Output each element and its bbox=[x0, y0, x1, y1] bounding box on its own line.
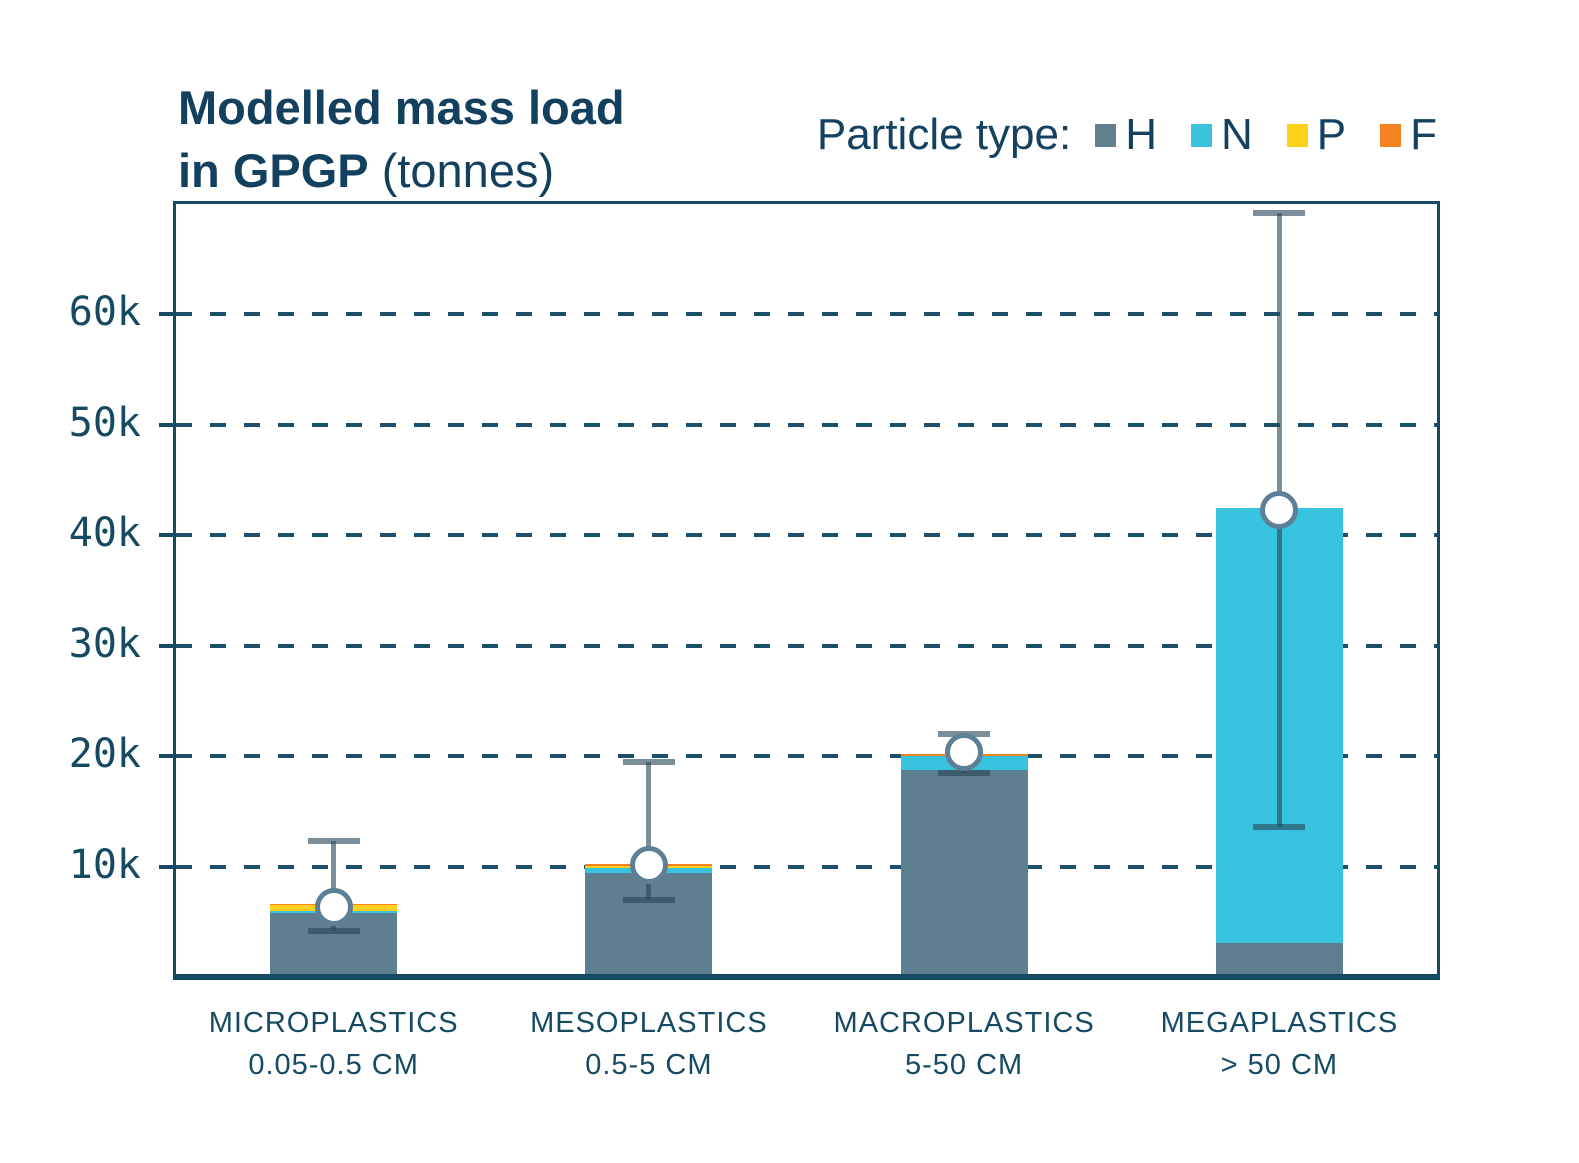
ytick-mark-10k bbox=[159, 864, 176, 869]
x-label-megaplastics: MEGAPLASTICS > 50 CM bbox=[1089, 1002, 1469, 1086]
x-label-macroplastics: MACROPLASTICS 5-50 CM bbox=[774, 1002, 1154, 1086]
ytick-mark-40k bbox=[159, 533, 176, 538]
error-bar-cap-bottom-megaplastics bbox=[1253, 823, 1306, 830]
legend-item-P: P bbox=[1286, 110, 1347, 160]
marker-circle-macroplastics bbox=[945, 733, 984, 772]
legend-item-N: N bbox=[1190, 110, 1253, 160]
gridline-40k bbox=[176, 533, 1437, 538]
gridline-20k bbox=[176, 754, 1437, 759]
x-label-name: MESOPLASTICS bbox=[530, 1007, 768, 1039]
error-bar-cap-bottom-mesoplastics bbox=[622, 896, 675, 903]
ytick-label-10k: 10k bbox=[68, 841, 141, 888]
marker-circle-megaplastics bbox=[1260, 490, 1299, 529]
gridline-30k bbox=[176, 643, 1437, 648]
x-label-size-range: 0.05-0.5 CM bbox=[248, 1049, 419, 1081]
error-bar-cap-bottom-microplastics bbox=[307, 927, 360, 934]
ytick-label-30k: 30k bbox=[68, 620, 141, 667]
legend-swatch-F bbox=[1380, 123, 1402, 147]
bar-macroplastics bbox=[900, 753, 1028, 977]
legend-item-label: N bbox=[1220, 110, 1253, 159]
gridline-10k bbox=[176, 864, 1437, 869]
x-label-size-range: 0.5-5 CM bbox=[585, 1049, 713, 1081]
legend-item-H: H bbox=[1095, 110, 1157, 160]
legend: Particle type: H N P F bbox=[817, 110, 1437, 160]
ytick-label-20k: 20k bbox=[68, 731, 141, 778]
error-bar-cap-top-mesoplastics bbox=[622, 758, 675, 765]
ytick-label-50k: 50k bbox=[68, 399, 141, 446]
error-bar-microplastics bbox=[331, 841, 337, 931]
legend-item-F: F bbox=[1380, 110, 1437, 160]
legend-swatch-P bbox=[1286, 123, 1308, 147]
ytick-mark-20k bbox=[159, 754, 176, 759]
x-label-name: MACROPLASTICS bbox=[833, 1007, 1095, 1039]
legend-item-label: P bbox=[1316, 110, 1347, 159]
x-label-name: MEGAPLASTICS bbox=[1160, 1007, 1399, 1039]
chart-title-line2: in GPGP (tonnes) bbox=[178, 144, 555, 197]
ytick-label-60k: 60k bbox=[68, 289, 141, 336]
legend-item-label: F bbox=[1410, 110, 1437, 159]
ytick-mark-30k bbox=[159, 643, 176, 648]
bar-segment-H bbox=[900, 770, 1028, 977]
ytick-mark-50k bbox=[159, 422, 176, 427]
ytick-label-40k: 40k bbox=[68, 510, 141, 557]
error-bar-mesoplastics bbox=[646, 761, 652, 900]
x-label-size-range: > 50 CM bbox=[1220, 1049, 1339, 1081]
x-label-size-range: 5-50 CM bbox=[905, 1049, 1024, 1081]
error-bar-cap-top-megaplastics bbox=[1253, 209, 1306, 216]
chart-title-line1: Modelled mass load bbox=[178, 81, 625, 134]
gridline-50k bbox=[176, 422, 1437, 427]
x-axis-baseline bbox=[173, 974, 1440, 980]
ytick-mark-60k bbox=[159, 312, 176, 317]
legend-swatch-H bbox=[1095, 123, 1117, 147]
marker-circle-microplastics bbox=[314, 888, 353, 927]
x-label-mesoplastics: MESOPLASTICS 0.5-5 CM bbox=[459, 1002, 839, 1086]
gridline-60k bbox=[176, 312, 1437, 317]
bar-segment-H bbox=[1215, 942, 1343, 977]
legend-label: Particle type: bbox=[816, 110, 1072, 159]
error-bar-cap-top-microplastics bbox=[307, 838, 360, 845]
legend-swatch-N bbox=[1190, 123, 1212, 147]
chart-title: Modelled mass load in GPGP (tonnes) bbox=[178, 76, 625, 202]
error-bar-cap-bottom-macroplastics bbox=[938, 769, 991, 776]
plot-area: 10k 20k 30k 40k 50k 60k bbox=[69, 201, 1440, 980]
x-label-name: MICROPLASTICS bbox=[208, 1007, 459, 1039]
x-label-microplastics: MICROPLASTICS 0.05-0.5 CM bbox=[144, 1002, 524, 1086]
marker-circle-mesoplastics bbox=[629, 845, 668, 884]
legend-item-label: H bbox=[1125, 110, 1157, 159]
